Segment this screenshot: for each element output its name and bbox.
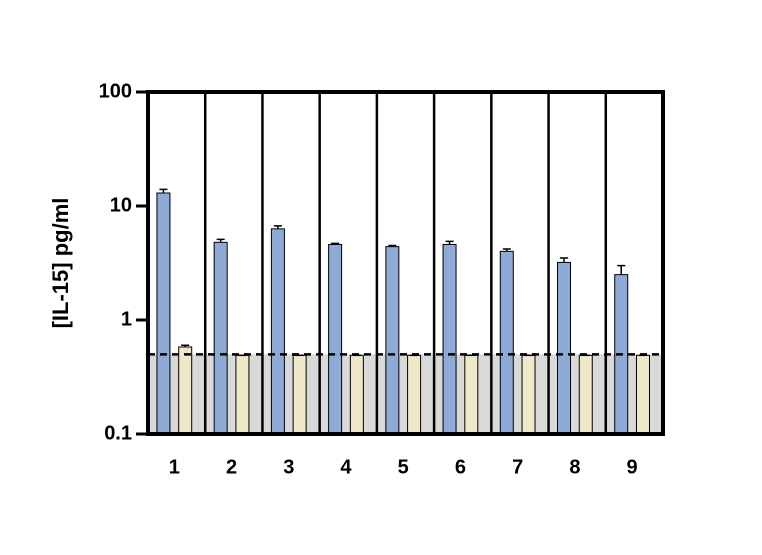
- x-tick-label: 4: [340, 456, 352, 478]
- error-bar: [388, 244, 397, 247]
- plot-frame: [146, 90, 665, 436]
- x-tick-label: 2: [226, 456, 237, 478]
- bar: [385, 246, 400, 435]
- error-bar: [617, 264, 626, 275]
- bar: [578, 354, 593, 435]
- x-tick-label: 8: [569, 456, 580, 478]
- below-limit-shade: [148, 354, 663, 434]
- bar: [499, 250, 514, 435]
- y-tick-label: 1: [121, 308, 132, 330]
- bar: [156, 192, 171, 435]
- bar: [521, 354, 536, 435]
- y-tick-label: 10: [110, 194, 132, 216]
- bar: [270, 228, 285, 435]
- bar: [635, 354, 650, 435]
- error-bar: [273, 225, 282, 229]
- bar: [213, 241, 228, 435]
- error-bar: [331, 242, 340, 245]
- bar: [407, 354, 422, 435]
- bar: [442, 243, 457, 435]
- y-tick-label: 0.1: [104, 422, 132, 444]
- bar: [328, 243, 343, 435]
- error-bar: [502, 248, 511, 252]
- bar: [178, 346, 193, 435]
- x-tick-label: 6: [455, 456, 466, 478]
- x-tick-label: 1: [169, 456, 180, 478]
- bar: [464, 354, 479, 435]
- x-tick-label: 5: [398, 456, 409, 478]
- error-bar: [159, 188, 168, 194]
- error-bar: [445, 240, 454, 245]
- error-bar: [560, 257, 569, 263]
- x-tick-label: 9: [627, 456, 638, 478]
- error-bar: [216, 238, 225, 243]
- bar: [292, 354, 307, 435]
- error-bar: [181, 344, 190, 347]
- x-tick-label: 3: [283, 456, 294, 478]
- y-axis-label: [IL-15] pg/ml: [48, 198, 73, 329]
- bar: [557, 261, 572, 435]
- x-tick-label: 7: [512, 456, 523, 478]
- bar: [235, 354, 250, 435]
- bar: [349, 354, 364, 435]
- y-tick-label: 100: [99, 80, 132, 102]
